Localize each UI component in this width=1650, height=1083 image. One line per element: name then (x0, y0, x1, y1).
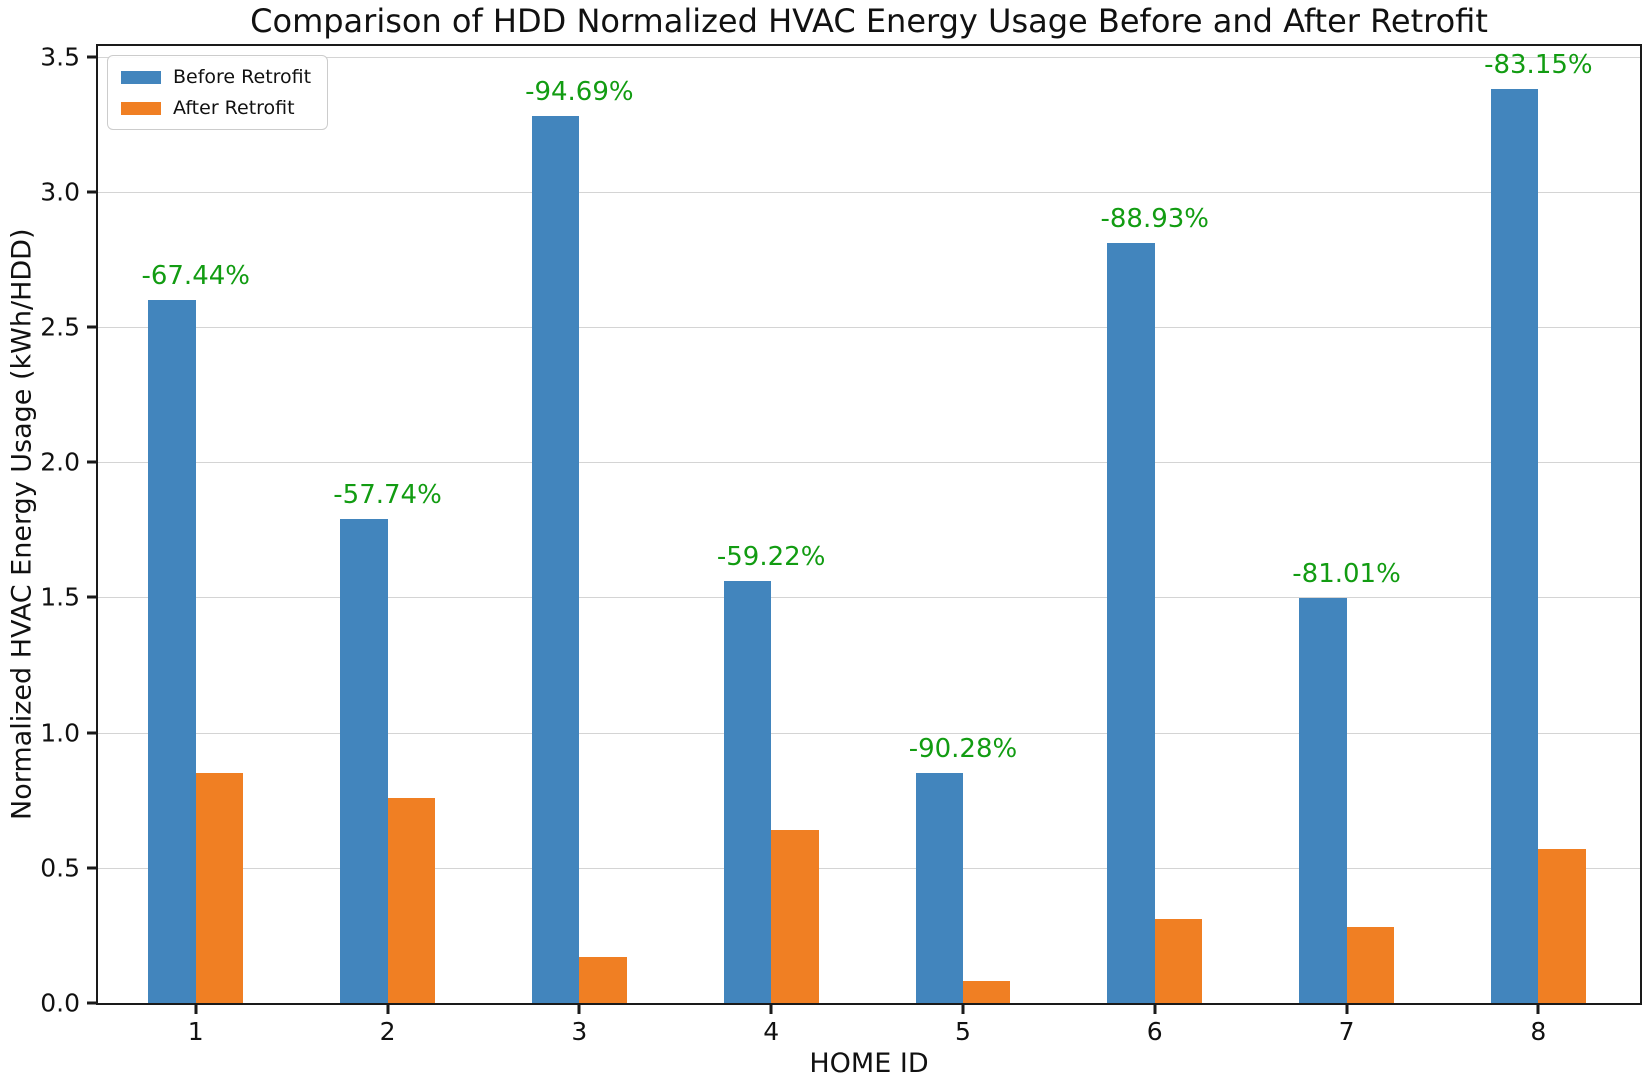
bar-after-retrofit (387, 797, 435, 1003)
bar-before-retrofit (1299, 597, 1347, 1003)
y-axis-tick (87, 55, 98, 59)
y-axis-tick (87, 866, 98, 870)
gridline (98, 867, 1640, 869)
bar-after-retrofit (1154, 919, 1203, 1003)
chart-title: Comparison of HDD Normalized HVAC Energy… (250, 2, 1488, 40)
y-tick-label: 3.0 (40, 177, 80, 207)
savings-percentage-label: -57.74% (333, 480, 442, 511)
y-tick-label: 1.5 (40, 582, 80, 612)
y-tick-label: 2.5 (40, 312, 80, 342)
x-axis-tick (386, 1003, 390, 1014)
savings-percentage-label: -67.44% (141, 261, 250, 292)
y-axis-label: Normalized HVAC Energy Usage (kWh/HDD) (6, 228, 38, 821)
gridline (98, 732, 1640, 734)
legend: Before Retrofit After Retrofit (107, 55, 329, 130)
x-tick-label: 1 (187, 1017, 204, 1046)
bar-before-retrofit (1107, 243, 1155, 1003)
bar-after-retrofit (771, 829, 819, 1003)
gridline (98, 462, 1640, 464)
y-tick-label: 0.5 (40, 853, 80, 883)
savings-percentage-label: -83.15% (1484, 50, 1593, 81)
gridline (98, 597, 1640, 599)
bar-before-retrofit (723, 581, 772, 1003)
gridline (98, 56, 1640, 58)
x-tick-label: 6 (1146, 1017, 1163, 1046)
gridline (98, 327, 1640, 329)
bar-after-retrofit (195, 773, 244, 1003)
savings-percentage-label: -81.01% (1292, 558, 1401, 589)
x-axis-tick (769, 1003, 773, 1014)
x-axis-tick (577, 1003, 581, 1014)
x-axis-label: HOME ID (809, 1048, 929, 1079)
x-tick-label: 7 (1338, 1017, 1355, 1046)
bar-after-retrofit (962, 981, 1011, 1003)
y-tick-label: 0.0 (40, 988, 80, 1018)
savings-percentage-label: -90.28% (908, 734, 1018, 765)
x-tick-label: 3 (571, 1017, 588, 1046)
x-axis-tick (961, 1003, 965, 1014)
plot-area: Before Retrofit After Retrofit 0.0 0.5 1.0… (40, 44, 1642, 1044)
x-tick-label: 8 (1530, 1017, 1547, 1046)
x-axis-tick (1345, 1003, 1349, 1014)
bar-before-retrofit (148, 300, 196, 1003)
legend-label-before: Before Retrofit (173, 66, 312, 88)
x-tick-label: 2 (379, 1017, 396, 1046)
y-tick-label: 3.5 (40, 42, 80, 72)
bar-before-retrofit (915, 773, 963, 1003)
bar-before-retrofit (531, 116, 580, 1003)
y-axis-tick (87, 190, 98, 194)
bar-after-retrofit (579, 957, 627, 1003)
legend-swatch-after (121, 101, 161, 115)
y-tick-label: 2.0 (40, 447, 80, 477)
savings-percentage-label: -88.93% (1100, 204, 1210, 235)
legend-item-after: After Retrofit (121, 97, 311, 119)
y-axis-tick (87, 460, 98, 464)
y-axis-tick (87, 1001, 98, 1005)
legend-label-after: After Retrofit (173, 97, 295, 119)
x-tick-label: 4 (763, 1017, 780, 1046)
x-axis-tick (1153, 1003, 1157, 1014)
x-axis-tick (194, 1003, 198, 1014)
legend-item-before: Before Retrofit (121, 66, 311, 88)
y-axis-tick (87, 325, 98, 329)
x-axis-tick (1536, 1003, 1540, 1014)
y-tick-label: 1.0 (40, 718, 80, 748)
x-tick-label: 5 (955, 1017, 971, 1046)
bar-before-retrofit (1490, 89, 1539, 1003)
y-axis-tick (87, 731, 98, 735)
bar-before-retrofit (340, 519, 388, 1003)
bar-after-retrofit (1538, 848, 1586, 1003)
bar-after-retrofit (1346, 927, 1394, 1003)
savings-percentage-label: -94.69% (525, 77, 634, 108)
y-axis-tick (87, 595, 98, 599)
legend-swatch-before (121, 70, 161, 84)
gridline (98, 191, 1640, 193)
savings-percentage-label: -59.22% (716, 542, 826, 573)
